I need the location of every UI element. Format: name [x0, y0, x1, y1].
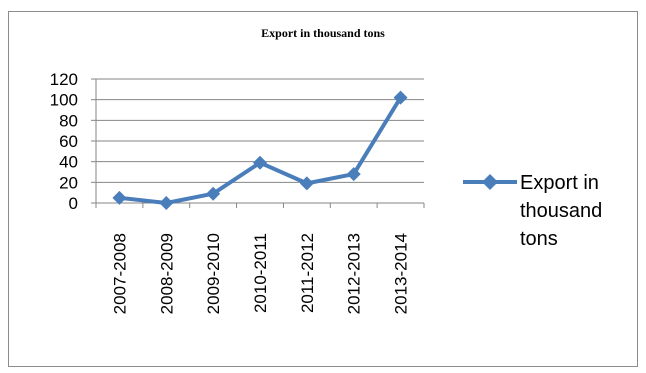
data-point-marker	[253, 155, 267, 170]
chart-title: Export in thousand tons	[261, 26, 385, 40]
y-tick-label: 40	[59, 153, 78, 172]
data-point-marker	[112, 190, 127, 205]
x-tick-label: 2010-2011	[251, 233, 270, 313]
legend: Export in thousand tons	[463, 172, 602, 250]
legend-label: Export in	[520, 172, 599, 194]
data-point-marker	[159, 196, 174, 210]
y-tick-label: 80	[59, 111, 78, 130]
y-tick-label: 120	[50, 70, 78, 89]
cropped-caption	[0, 0, 646, 10]
x-tick-label: 2013-2014	[392, 233, 411, 314]
data-point-marker	[299, 176, 314, 191]
data-point-marker	[346, 167, 361, 182]
y-tick-label: 20	[59, 173, 78, 192]
y-tick-label: 0	[69, 194, 78, 213]
x-tick-label: 2011-2012	[298, 233, 317, 313]
x-tick-labels: 2007-2008 2008-2009 2009-2010 2010-2011 2011…	[110, 233, 410, 314]
x-tick-label: 2008-2009	[157, 233, 176, 314]
x-tick-label: 2007-2008	[110, 233, 129, 314]
legend-label: tons	[520, 228, 558, 250]
y-tick-label: 60	[59, 132, 78, 151]
legend-label: thousand	[520, 200, 602, 222]
series-line	[119, 96, 403, 205]
x-tick-label: 2012-2013	[345, 233, 364, 314]
data-point-marker	[393, 90, 408, 105]
x-tick-label: 2009-2010	[204, 233, 223, 314]
legend-marker	[482, 174, 498, 190]
axes	[95, 79, 425, 208]
data-point-marker	[206, 186, 221, 201]
chart-frame	[8, 11, 638, 367]
y-tick-label: 100	[50, 91, 78, 110]
series-group	[112, 90, 408, 210]
